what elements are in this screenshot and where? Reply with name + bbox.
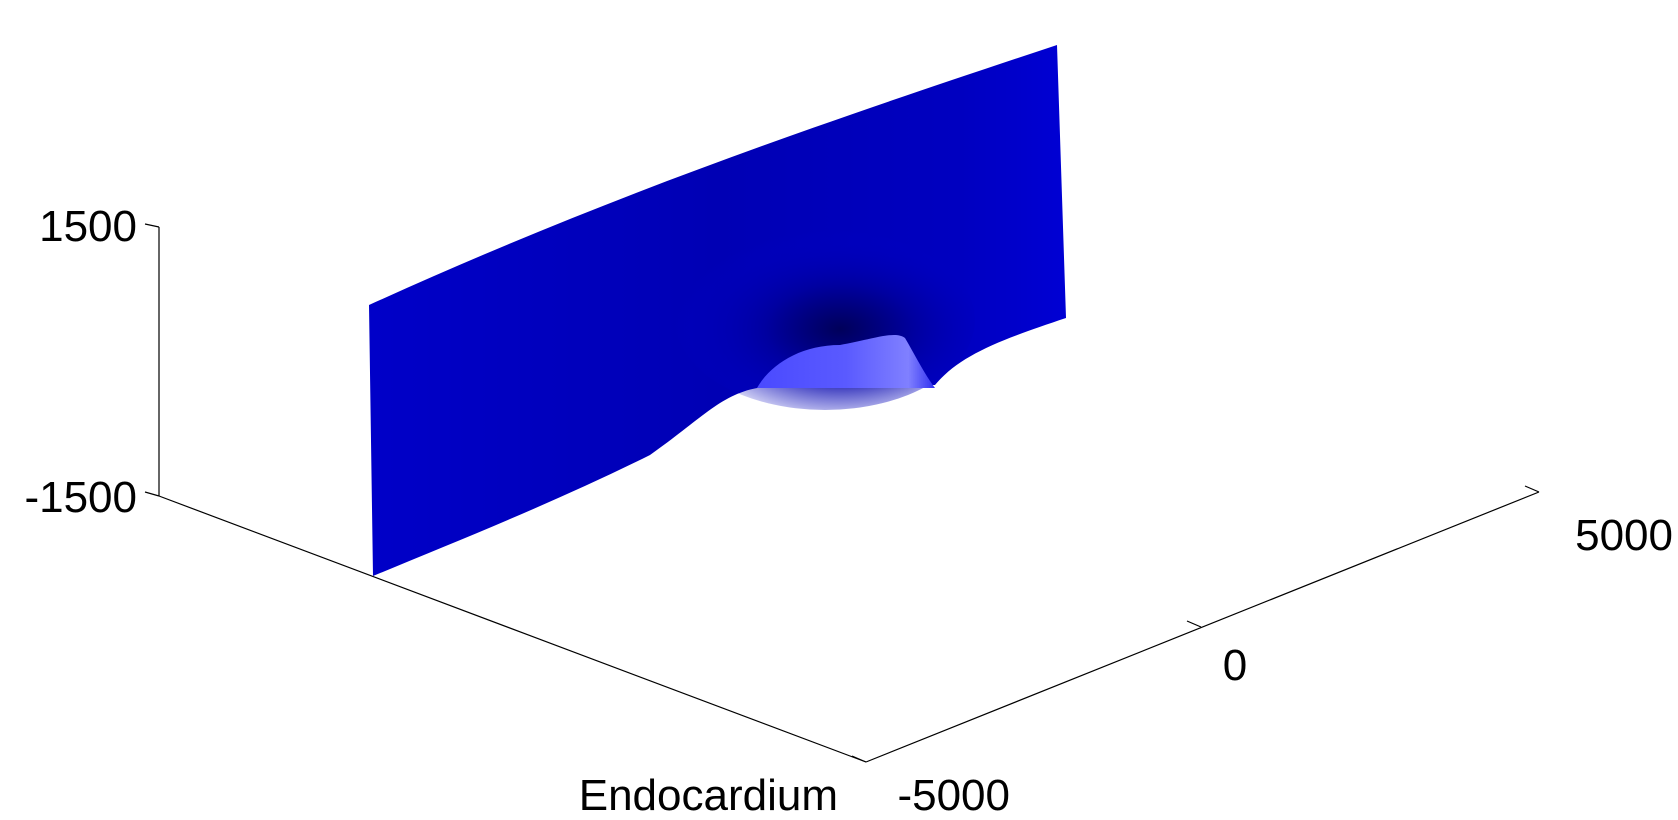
- z-tick-bottom: [144, 491, 160, 497]
- z-tick-label-minus1500: -1500: [24, 473, 137, 522]
- z-tick-label-1500: 1500: [39, 202, 137, 251]
- z-tick-top: [144, 223, 160, 228]
- x-tick-5000: [1524, 485, 1540, 493]
- x-axis-line: [865, 491, 1540, 763]
- x-tick-0: [1186, 620, 1202, 628]
- surface-sheet: [369, 45, 1066, 576]
- x-tick-label-minus5000: -5000: [897, 771, 1010, 820]
- surface-highlight: [757, 335, 935, 388]
- x-tick-label-5000: 5000: [1575, 511, 1673, 560]
- y-axis-label: Endocardium: [579, 771, 838, 820]
- x-tick-minus5000: [851, 755, 867, 763]
- x-tick-label-0: 0: [1223, 641, 1247, 690]
- y-axis-line: [158, 495, 867, 763]
